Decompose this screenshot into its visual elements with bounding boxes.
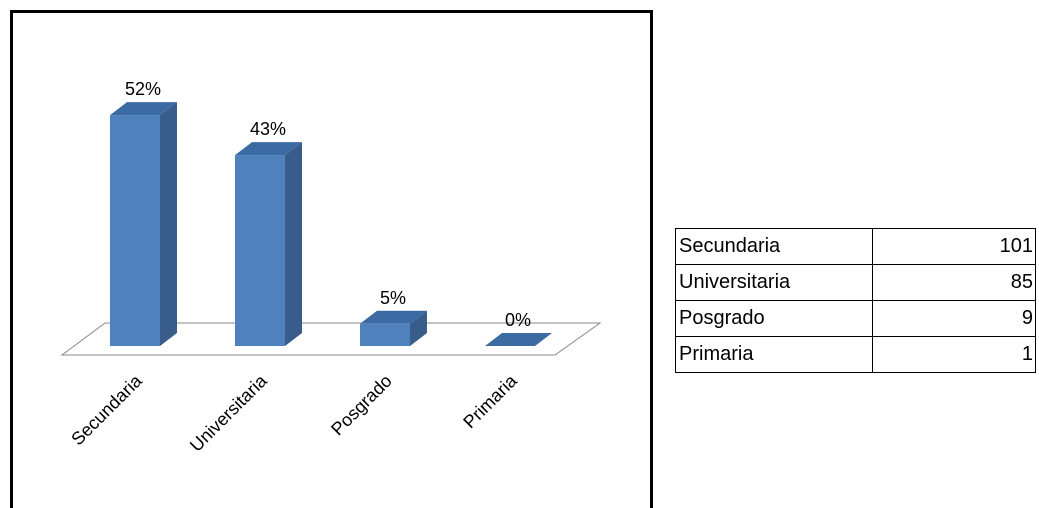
bar: [360, 323, 410, 346]
data-label: 43%: [250, 119, 286, 139]
bar-side: [160, 102, 177, 347]
count-cell: 101: [872, 228, 1036, 265]
table-row: Posgrado 9: [675, 300, 1036, 337]
table-row: Secundaria 101: [675, 228, 1036, 265]
bar: [110, 115, 160, 347]
count-cell: 1: [872, 336, 1036, 373]
level-cell: Secundaria: [675, 228, 873, 265]
table-row: Universitaria 85: [675, 264, 1036, 301]
level-cell: Primaria: [675, 336, 873, 373]
bar-top: [485, 333, 552, 346]
data-label: 5%: [380, 288, 406, 308]
chart-border: [10, 10, 653, 508]
bar-top: [110, 102, 177, 116]
data-table: Secundaria 101 Universitaria 85 Posgrado 9 Pri…: [675, 228, 1036, 373]
bar-top: [235, 142, 302, 156]
bar-top: [360, 310, 427, 324]
count-cell: 85: [872, 264, 1036, 301]
table-body: Secundaria 101 Universitaria 85 Posgrado 9 Pri…: [675, 228, 1036, 373]
data-label: 52%: [125, 79, 161, 99]
level-cell: Posgrado: [675, 300, 873, 337]
count-cell: 9: [872, 300, 1036, 337]
floor: [60, 322, 602, 356]
table-row: Primaria 1: [675, 336, 1036, 373]
bar-side: [285, 142, 302, 346]
bar-side: [410, 310, 427, 346]
level-cell: Universitaria: [675, 264, 873, 301]
bar: [235, 155, 285, 346]
data-label: 0%: [505, 310, 531, 330]
